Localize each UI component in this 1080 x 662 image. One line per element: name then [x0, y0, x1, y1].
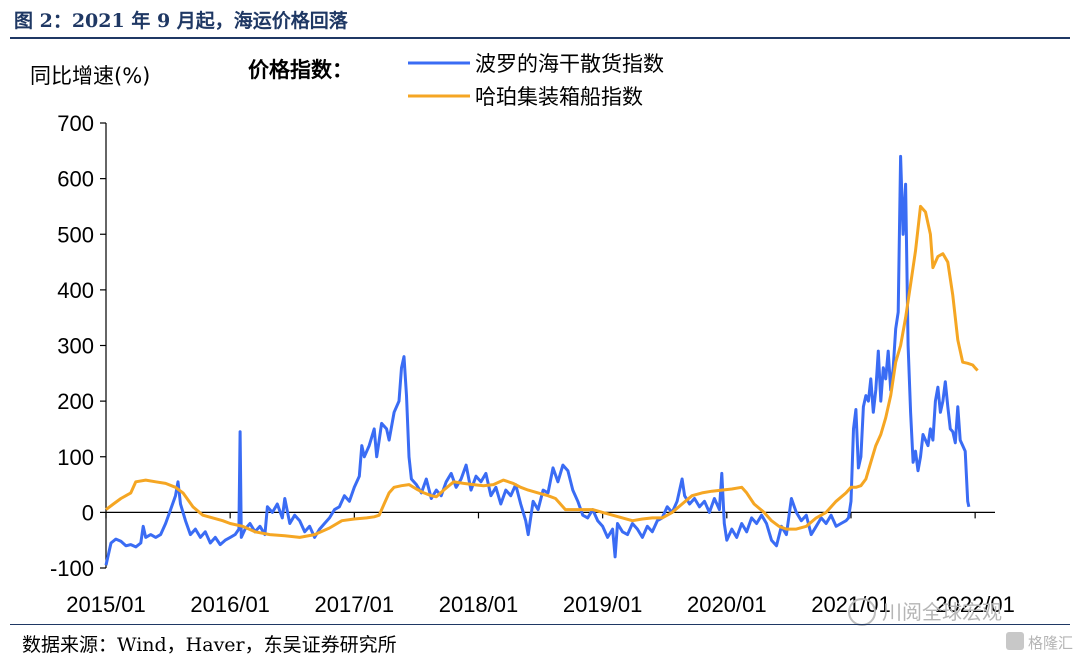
y-tick-label: 300 [57, 334, 94, 359]
source-rule [10, 624, 1070, 625]
y-axis-label: 同比增速(%) [30, 64, 150, 88]
legend-label-bdi: 波罗的海干散货指数 [475, 52, 664, 76]
x-tick-label: 2017/01 [315, 592, 395, 617]
y-tick-label: 0 [82, 500, 94, 525]
watermark: 川阅全球宏观 格隆汇 [848, 598, 1073, 652]
axes: -100 0 100 200 300 400 500 600 700 2015/01 2016/01… [50, 111, 1015, 617]
watermark-logo: 格隆汇 [1028, 634, 1073, 652]
y-tick-label: 200 [57, 389, 94, 414]
title-rule [10, 37, 1070, 39]
y-tick-label: 500 [57, 222, 94, 247]
x-tick-label: 2015/01 [66, 592, 146, 617]
series-line-bdi [104, 154, 971, 566]
series-layer [104, 154, 979, 566]
x-tick-label: 2022/01 [935, 592, 1015, 617]
series-line-harpex [105, 204, 979, 539]
legend-title: 价格指数： [248, 58, 353, 82]
source-note: 数据来源：Wind，Haver，东吴证券研究所 [22, 634, 397, 656]
x-tick-label: 2019/01 [563, 592, 643, 617]
legend: 价格指数： 波罗的海干散货指数 哈珀集装箱船指数 [248, 52, 664, 109]
y-tick-label: -100 [50, 556, 94, 581]
x-tick-label: 2018/01 [439, 592, 519, 617]
y-tick-label: 600 [57, 167, 94, 192]
x-tick-label: 2016/01 [190, 592, 270, 617]
logo-icon [1006, 632, 1024, 650]
y-tick-label: 100 [57, 445, 94, 470]
figure-title: 图 2：2021 年 9 月起，海运价格回落 [14, 10, 348, 32]
y-tick-label: 700 [57, 111, 94, 136]
legend-label-harpex: 哈珀集装箱船指数 [475, 85, 643, 109]
watermark-text: 川阅全球宏观 [882, 600, 1002, 624]
y-tick-label: 400 [57, 278, 94, 303]
wechat-icon [848, 598, 876, 626]
x-tick-label: 2020/01 [687, 592, 767, 617]
